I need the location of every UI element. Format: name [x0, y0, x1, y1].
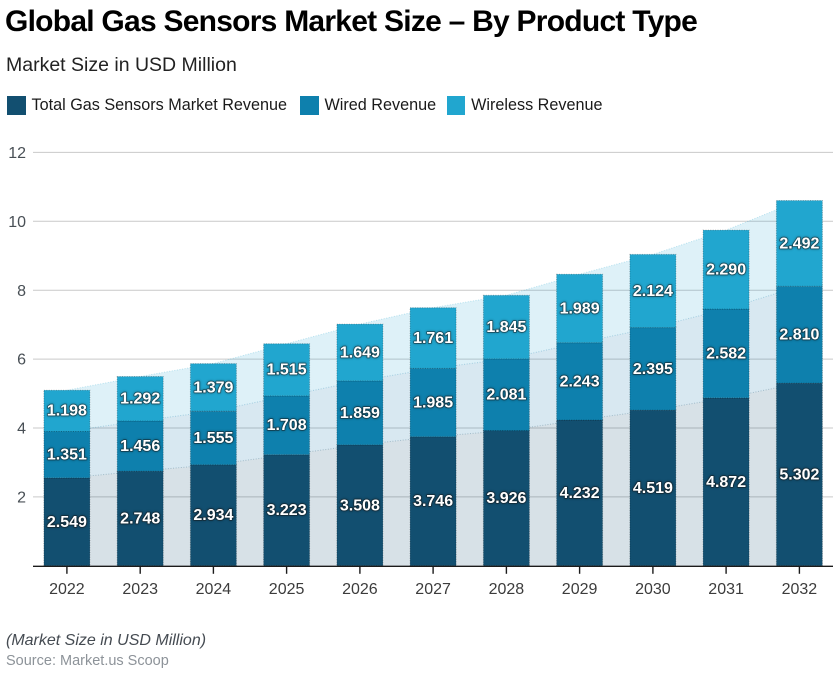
svg-text:2.243: 2.243	[560, 373, 600, 390]
svg-text:3.223: 3.223	[267, 502, 307, 519]
svg-text:2028: 2028	[489, 581, 525, 598]
svg-text:2.081: 2.081	[486, 387, 526, 404]
svg-text:10: 10	[8, 214, 26, 231]
svg-text:1.198: 1.198	[47, 403, 87, 420]
svg-text:1.859: 1.859	[340, 405, 380, 422]
svg-text:2025: 2025	[269, 581, 305, 598]
svg-text:3.926: 3.926	[486, 490, 526, 507]
svg-text:1.555: 1.555	[193, 430, 233, 447]
svg-text:4: 4	[17, 421, 26, 438]
svg-text:1.989: 1.989	[560, 300, 600, 317]
svg-text:4.232: 4.232	[560, 485, 600, 502]
svg-text:2.810: 2.810	[779, 327, 819, 344]
svg-text:1.379: 1.379	[193, 379, 233, 396]
svg-text:5.302: 5.302	[779, 466, 819, 483]
svg-text:3.746: 3.746	[413, 493, 453, 510]
svg-text:4.872: 4.872	[706, 474, 746, 491]
svg-text:1.292: 1.292	[120, 391, 160, 408]
svg-text:2.290: 2.290	[706, 262, 746, 279]
svg-text:2: 2	[17, 490, 26, 507]
svg-text:3.508: 3.508	[340, 497, 380, 514]
svg-text:2030: 2030	[635, 581, 671, 598]
svg-text:1.761: 1.761	[413, 330, 453, 347]
svg-text:6: 6	[17, 352, 26, 369]
svg-text:2027: 2027	[415, 581, 451, 598]
svg-text:2026: 2026	[342, 581, 378, 598]
svg-text:2.934: 2.934	[193, 507, 233, 524]
svg-text:1.515: 1.515	[267, 362, 307, 379]
svg-text:2.124: 2.124	[633, 283, 673, 300]
svg-text:2.748: 2.748	[120, 510, 160, 527]
svg-text:8: 8	[17, 283, 26, 300]
svg-text:1.708: 1.708	[267, 417, 307, 434]
svg-text:2.395: 2.395	[633, 361, 673, 378]
svg-text:12: 12	[8, 145, 26, 162]
svg-text:2032: 2032	[782, 581, 818, 598]
svg-text:2023: 2023	[122, 581, 158, 598]
svg-text:2024: 2024	[196, 581, 232, 598]
svg-text:2.582: 2.582	[706, 345, 746, 362]
svg-text:2022: 2022	[49, 581, 85, 598]
svg-text:4.519: 4.519	[633, 480, 673, 497]
svg-text:1.456: 1.456	[120, 438, 160, 455]
svg-text:2.492: 2.492	[779, 235, 819, 252]
svg-text:2029: 2029	[562, 581, 598, 598]
svg-text:1.649: 1.649	[340, 344, 380, 361]
svg-text:1.351: 1.351	[47, 447, 87, 464]
svg-text:2031: 2031	[708, 581, 744, 598]
svg-text:2.549: 2.549	[47, 514, 87, 531]
svg-text:1.845: 1.845	[486, 319, 526, 336]
svg-text:1.985: 1.985	[413, 395, 453, 412]
